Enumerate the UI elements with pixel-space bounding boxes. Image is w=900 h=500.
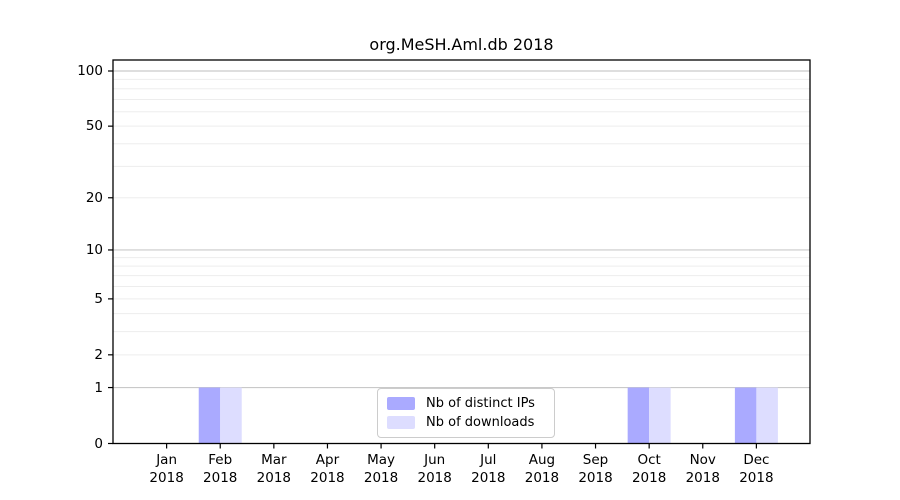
- x-tick-label-may: May 2018: [363, 452, 399, 486]
- x-tick-label-apr: Apr 2018: [310, 452, 345, 486]
- y-tick-label-5: 5: [94, 290, 103, 307]
- legend-label-downloads: Nb of downloads: [426, 415, 535, 430]
- y-tick-label-100: 100: [77, 63, 103, 79]
- x-tick-label-sep: Sep 2018: [578, 452, 613, 486]
- legend-swatch-distinct-ips: [387, 397, 415, 410]
- plot-frame: [112, 59, 811, 445]
- legend-label-distinct-ips: Nb of distinct IPs: [426, 396, 535, 411]
- bar-downloads-dec: [756, 387, 778, 444]
- x-tick-label-feb: Feb 2018: [203, 452, 238, 486]
- bar-downloads-feb: [220, 387, 242, 444]
- x-tick-label-dec: Dec 2018: [739, 452, 774, 486]
- legend-item-downloads: Nb of downloads: [387, 414, 544, 431]
- y-tick-label-2: 2: [94, 346, 103, 363]
- y-tick-label-20: 20: [85, 189, 103, 206]
- bar-distinct-ips-dec: [734, 387, 757, 444]
- y-tick-label-50: 50: [85, 118, 103, 135]
- x-tick-label-nov: Nov 2018: [685, 452, 720, 486]
- x-tick-label-aug: Aug 2018: [524, 452, 560, 486]
- x-tick-label-oct: Oct 2018: [631, 452, 667, 486]
- bar-distinct-ips-feb: [198, 387, 221, 444]
- legend: Nb of distinct IPs Nb of downloads: [377, 388, 555, 438]
- legend-item-distinct-ips: Nb of distinct IPs: [387, 395, 544, 412]
- chart-title: org.MeSH.Aml.db 2018: [369, 35, 554, 54]
- bar-downloads-oct: [649, 387, 671, 444]
- x-tick-label-jan: Jan 2018: [149, 452, 184, 486]
- y-tick-label-1: 1: [94, 379, 103, 396]
- y-tick-label-10: 10: [85, 241, 103, 258]
- bar-distinct-ips-oct: [627, 387, 650, 444]
- x-tick-label-jun: Jun 2018: [417, 452, 452, 486]
- y-tick-label-0: 0: [94, 435, 103, 452]
- x-tick-label-mar: Mar 2018: [256, 452, 292, 486]
- legend-swatch-downloads: [387, 416, 415, 429]
- x-tick-label-jul: Jul 2018: [471, 452, 506, 486]
